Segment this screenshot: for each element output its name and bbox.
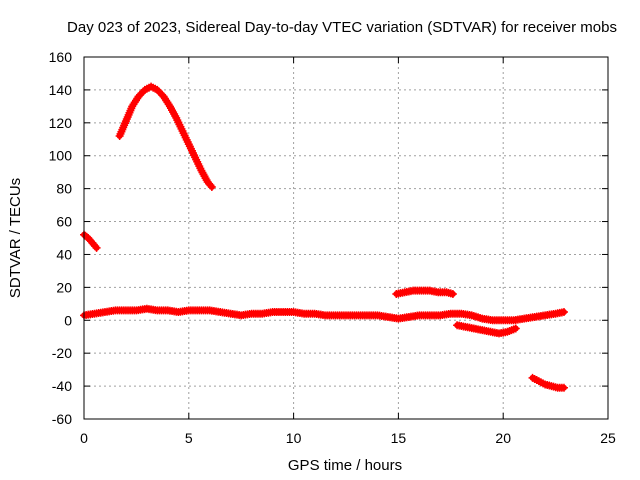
y-tick-label: 0 [64, 312, 72, 328]
chart-title: Day 023 of 2023, Sidereal Day-to-day VTE… [67, 19, 617, 36]
y-axis-label: SDTVAR / TECUs [7, 178, 24, 298]
data-point [207, 182, 216, 191]
grid [84, 57, 608, 419]
y-tick-label: 40 [56, 246, 72, 262]
plot-frame [83, 56, 609, 420]
y-tick-label: 120 [49, 115, 73, 131]
y-tick-label: 140 [49, 82, 73, 98]
x-tick-label: 0 [80, 430, 88, 446]
axis-ticks: -60 -40 -20 0 20 40 60 80 100 120 140 160 0 5 10 15 20 25 [49, 49, 616, 446]
data-point [91, 242, 100, 251]
y-tick-label: 100 [49, 148, 73, 164]
series-track-f [528, 373, 568, 392]
x-tick-label: 25 [600, 430, 616, 446]
series-track-b [115, 82, 216, 191]
y-tick-label: -40 [52, 378, 72, 394]
data-point [559, 308, 568, 317]
x-tick-label: 5 [185, 430, 193, 446]
y-tick-label: -20 [52, 345, 72, 361]
data-point [92, 243, 101, 252]
series-track-d [392, 286, 457, 298]
y-tick-label: 80 [56, 181, 72, 197]
x-tick-label: 20 [495, 430, 511, 446]
series-track-c [80, 304, 568, 325]
data-point [559, 383, 568, 392]
x-axis-label: GPS time / hours [288, 457, 402, 474]
data-point [448, 289, 457, 298]
data-point [206, 181, 215, 190]
series-track-e [453, 321, 520, 338]
x-tick-label: 10 [286, 430, 302, 446]
y-tick-label: -60 [52, 411, 72, 427]
x-tick-label: 15 [391, 430, 407, 446]
y-tick-label: 160 [49, 49, 73, 65]
y-tick-label: 60 [56, 214, 72, 230]
data-point [511, 324, 520, 333]
data-points [80, 82, 568, 392]
y-tick-label: 20 [56, 279, 72, 295]
